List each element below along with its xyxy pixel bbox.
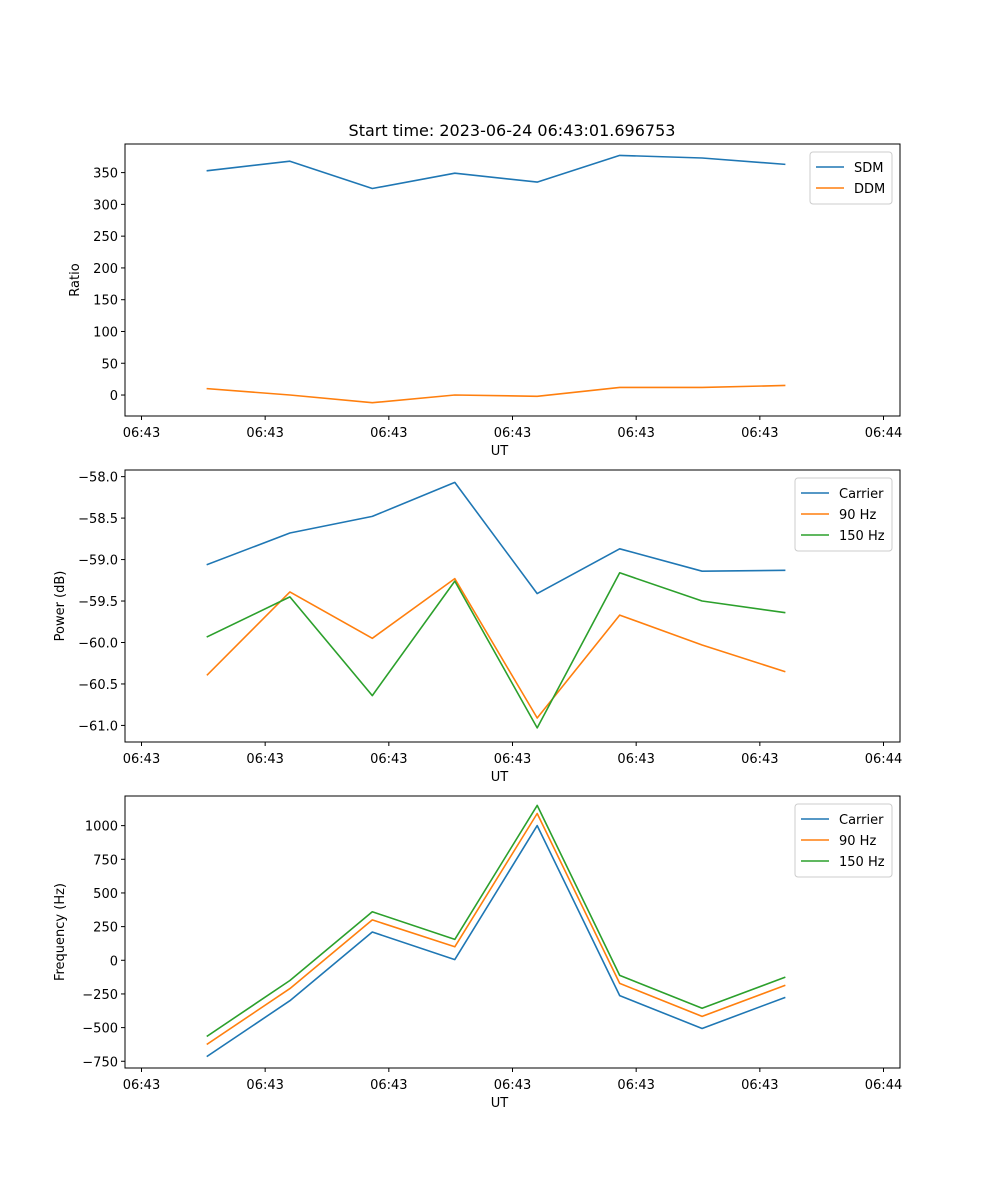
figure-title: Start time: 2023-06-24 06:43:01.696753 — [349, 121, 676, 140]
series-line-90-hz — [206, 577, 786, 719]
legend-label: Carrier — [839, 487, 884, 502]
series-line-ddm — [206, 384, 786, 404]
legend: Carrier 90 Hz 150 Hz — [794, 477, 893, 552]
x-tick-label: 06:43 — [123, 752, 160, 767]
y-tick-label: 50 — [101, 357, 118, 372]
series-line-150-hz — [206, 804, 786, 1038]
legend-label: DDM — [854, 182, 885, 197]
legend-box — [794, 477, 893, 552]
legend-label: 90 Hz — [839, 508, 876, 523]
legend-label: 150 Hz — [839, 855, 885, 870]
legend: Carrier 90 Hz 150 Hz — [794, 803, 893, 878]
x-tick-label: 06:43 — [123, 1078, 160, 1093]
y-tick-label: −250 — [82, 988, 118, 1003]
subplot-frequency: −750 −500 −250 0 250 500 750 1000 06:43 06:43 06:4… — [53, 795, 902, 1111]
y-tick-label: 350 — [93, 167, 118, 182]
y-tick-label: 250 — [93, 230, 118, 245]
subplot-ratio: 0 50 100 150 200 250 300 350 06:43 06:43 06:43 06:4… — [68, 143, 902, 459]
subplot-power: −61.0 −60.5 −60.0 −59.5 −59.0 −58.5 −58.0 06:43… — [53, 469, 902, 785]
x-tick-label: 06:43 — [741, 752, 778, 767]
legend-label: 90 Hz — [839, 834, 876, 849]
x-tick-label: 06:43 — [617, 1078, 654, 1093]
y-tick-label: 200 — [93, 262, 118, 277]
y-tick-label: 250 — [93, 921, 118, 936]
x-tick-label: 06:43 — [494, 426, 531, 441]
x-tick-label: 06:44 — [865, 1078, 902, 1093]
x-axis-label: UT — [491, 1096, 509, 1111]
x-tick-label: 06:43 — [617, 752, 654, 767]
y-tick-label: −750 — [82, 1055, 118, 1070]
legend-label: Carrier — [839, 813, 884, 828]
y-tick-label: −60.0 — [78, 636, 118, 651]
x-tick-label: 06:43 — [494, 752, 531, 767]
y-tick-label: 750 — [93, 853, 118, 868]
x-axis-label: UT — [491, 444, 509, 459]
y-axis-label: Power (dB) — [53, 571, 68, 642]
x-tick-label: 06:43 — [741, 1078, 778, 1093]
y-tick-label: −61.0 — [78, 719, 118, 734]
legend-box — [794, 803, 893, 878]
series-line-carrier — [206, 824, 786, 1058]
x-tick-label: 06:44 — [865, 752, 902, 767]
y-tick-label: 0 — [110, 389, 118, 404]
series-line-sdm — [206, 154, 786, 190]
x-tick-label: 06:43 — [741, 426, 778, 441]
y-tick-label: 300 — [93, 198, 118, 213]
x-tick-label: 06:43 — [370, 1078, 407, 1093]
x-tick-label: 06:43 — [246, 426, 283, 441]
series-line-90-hz — [206, 812, 786, 1046]
y-axis-label: Ratio — [68, 263, 83, 296]
y-tick-label: 100 — [93, 325, 118, 340]
y-tick-label: −59.5 — [78, 595, 118, 610]
y-tick-label: 150 — [93, 294, 118, 309]
y-tick-label: 0 — [110, 954, 118, 969]
x-tick-label: 06:44 — [865, 426, 902, 441]
legend-box — [809, 151, 893, 205]
x-tick-label: 06:43 — [370, 752, 407, 767]
y-tick-label: 500 — [93, 887, 118, 902]
legend: SDM DDM — [809, 151, 893, 205]
x-tick-label: 06:43 — [494, 1078, 531, 1093]
y-tick-label: −500 — [82, 1022, 118, 1037]
series-line-150-hz — [206, 571, 786, 729]
x-tick-label: 06:43 — [617, 426, 654, 441]
x-tick-label: 06:43 — [123, 426, 160, 441]
y-axis-label: Frequency (Hz) — [53, 883, 68, 981]
x-tick-label: 06:43 — [246, 752, 283, 767]
x-tick-label: 06:43 — [370, 426, 407, 441]
y-tick-label: −58.5 — [78, 512, 118, 527]
y-tick-label: −59.0 — [78, 554, 118, 569]
legend-label: 150 Hz — [839, 529, 885, 544]
x-tick-label: 06:43 — [246, 1078, 283, 1093]
y-tick-label: −60.5 — [78, 678, 118, 693]
legend-label: SDM — [854, 161, 883, 176]
series-line-carrier — [206, 481, 786, 595]
x-axis-label: UT — [491, 770, 509, 785]
y-tick-label: −58.0 — [78, 471, 118, 486]
y-tick-label: 1000 — [85, 820, 118, 835]
